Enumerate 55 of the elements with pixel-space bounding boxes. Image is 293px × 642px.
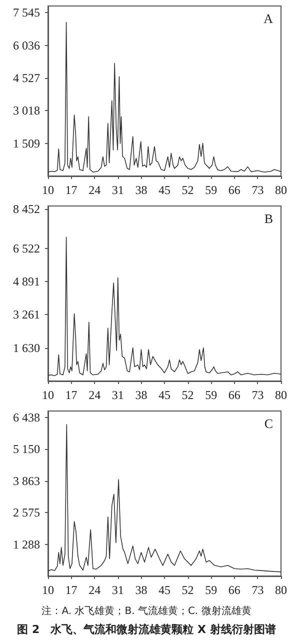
- x-tick-label: 52: [182, 583, 194, 597]
- line-series: [48, 22, 282, 172]
- x-tick-label: 45: [158, 583, 170, 597]
- y-tick-label: 8 452: [13, 202, 40, 216]
- y-tick-label: 6 522: [13, 241, 40, 256]
- x-tick-label: 73: [252, 183, 264, 197]
- x-tick-label: 80: [275, 583, 287, 597]
- x-tick-label: 73: [252, 583, 264, 597]
- y-tick-label: 1 630: [13, 340, 40, 355]
- x-tick-label: 66: [228, 583, 240, 597]
- y-tick-label: 3 261: [13, 308, 40, 322]
- x-tick-label: 10: [42, 183, 54, 197]
- x-tick-label: 17: [65, 583, 78, 597]
- y-tick-label: 6 036: [13, 38, 40, 52]
- line-series: [48, 236, 282, 376]
- x-tick-label: 52: [182, 388, 194, 402]
- annotation: C: [264, 416, 273, 431]
- x-tick-label: 45: [158, 183, 170, 197]
- x-tick-label: 66: [228, 183, 240, 197]
- y-tick-label: 4 527: [13, 70, 40, 85]
- x-tick-label: 59: [205, 388, 218, 402]
- y-tick-label: 5 150: [13, 442, 40, 456]
- x-tick-label: 80: [275, 183, 287, 197]
- x-tick-label: 38: [135, 583, 148, 597]
- annotation: B: [264, 211, 274, 226]
- y-tick-label: 2 575: [13, 506, 40, 520]
- y-tick-label: 1 509: [13, 136, 40, 150]
- x-tick-label: 66: [228, 388, 240, 402]
- x-tick-label: 31: [112, 583, 124, 597]
- x-tick-label: 17: [65, 183, 78, 197]
- x-tick-label: 31: [112, 388, 124, 402]
- caption: 图 2 水飞、气流和微射流雄黄颗粒 X 射线衍射图谱: [16, 622, 277, 637]
- x-tick-label: 24: [88, 583, 101, 597]
- y-tick-label: 3 863: [13, 474, 40, 488]
- x-tick-label: 17: [65, 388, 78, 402]
- x-tick-label: 73: [252, 388, 264, 402]
- x-tick-label: 80: [275, 388, 287, 402]
- y-tick-label: 6 438: [13, 410, 40, 424]
- annotation: A: [264, 11, 274, 26]
- x-tick-label: 59: [205, 183, 218, 197]
- x-tick-label: 10: [42, 388, 54, 402]
- y-tick-label: 1 288: [13, 537, 40, 552]
- y-tick-label: 4 891: [13, 274, 40, 288]
- x-tick-label: 10: [42, 583, 54, 597]
- text: 注：A. 水飞雄黄；B. 气流雄黄；C. 微射流雄黄: [40, 604, 252, 618]
- x-tick-label: 45: [158, 388, 170, 402]
- x-tick-label: 59: [205, 583, 218, 597]
- y-tick-label: 3 018: [13, 104, 40, 118]
- x-tick-label: 24: [88, 183, 101, 197]
- x-tick-label: 52: [182, 183, 194, 197]
- x-tick-label: 24: [88, 388, 101, 402]
- y-tick-label: 7 545: [13, 6, 40, 20]
- x-tick-label: 38: [135, 388, 148, 402]
- x-tick-label: 38: [135, 183, 148, 197]
- x-tick-label: 31: [112, 183, 124, 197]
